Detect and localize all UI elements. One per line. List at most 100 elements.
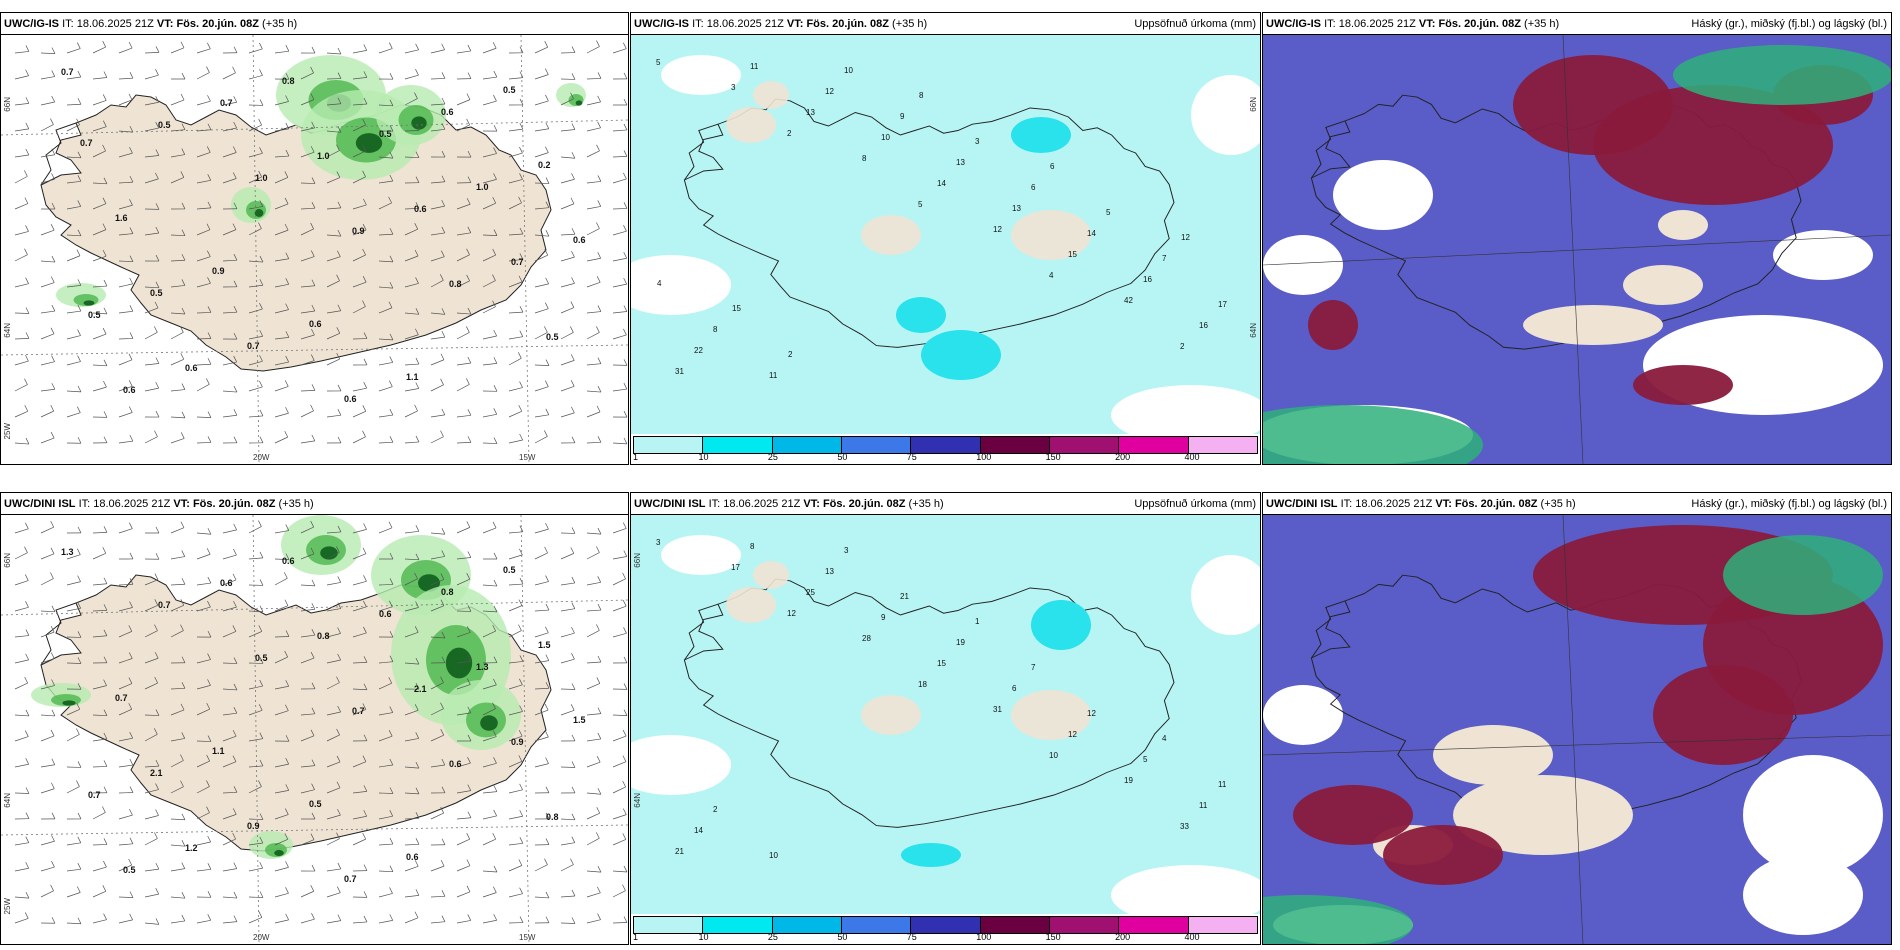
wind-barb-feather [207, 735, 212, 742]
wind-barb [14, 867, 29, 872]
wind-barb-feather [441, 308, 446, 315]
wind-barb-feather [545, 359, 550, 366]
wind-barb-feather [336, 832, 340, 839]
wind-barb-feather [155, 759, 160, 767]
wind-barb-feather [207, 411, 212, 418]
cloud-title: Háský (gr.), miðský (fj.bl.) og lágský (… [1691, 498, 1887, 510]
wind-barb [378, 233, 393, 236]
wind-barb-feather [571, 73, 576, 80]
wind-barb-feather [519, 306, 524, 313]
wind-value-label: 0.7 [247, 341, 260, 351]
wind-barb-feather [571, 653, 575, 660]
wind-barb [352, 387, 367, 392]
precip-heavy-area [1011, 117, 1071, 153]
wind-barb-feather [285, 704, 289, 711]
wind-barb [560, 203, 575, 210]
wind-barb [612, 208, 628, 210]
wind-barb [326, 920, 341, 924]
wind-barb-feather [441, 97, 446, 105]
wind-barb-feather [492, 702, 496, 709]
wind-barb-feather [414, 572, 418, 580]
wind-barb-feather [519, 887, 523, 894]
wind-barb [40, 229, 55, 236]
wind-barb-feather [336, 327, 341, 334]
wind-barb-feather [519, 173, 523, 180]
wind-barb [326, 531, 341, 534]
wind-barb [534, 581, 549, 586]
wind-barb [144, 922, 159, 925]
wind-barb-feather [441, 758, 446, 766]
lat-label-66n: 66N [1249, 97, 1258, 112]
wind-barb [404, 410, 418, 418]
precip-value-label: 1 [975, 617, 980, 626]
wind-barb [430, 384, 444, 392]
wind-barb-feather [180, 432, 185, 439]
wind-barb-feather [389, 552, 394, 560]
wind-barb-feather [311, 707, 316, 714]
wind-barb-feather [388, 677, 393, 684]
wind-barb [248, 842, 263, 846]
wind-barb [300, 310, 315, 314]
wind-barb [404, 766, 419, 769]
wind-barb [430, 181, 445, 184]
wind-barb-feather [493, 329, 497, 337]
wind-value-label: 0.5 [503, 85, 516, 95]
wind-barb-feather [362, 405, 367, 412]
wind-barb-feather [336, 728, 340, 736]
wind-barb-feather [336, 274, 340, 281]
coastline [40, 94, 552, 372]
wind-barb-feather [389, 99, 394, 106]
wind-barb [508, 439, 523, 444]
wind-barb-feather [363, 891, 368, 898]
wind-barb-feather [466, 678, 471, 685]
wind-barb-feather [259, 436, 264, 443]
wind-barb [118, 99, 133, 106]
wind-barb-feather [596, 405, 601, 413]
wind-barb-feather [51, 605, 56, 612]
wind-barb [222, 361, 237, 366]
wind-barb [274, 919, 289, 924]
wind-barb-feather [181, 148, 186, 155]
wind-barb-feather [77, 575, 81, 582]
wind-barb [326, 761, 341, 768]
lon-label-20w: 20W [253, 933, 270, 942]
wind-barb-feather [311, 812, 316, 820]
wind-barb [170, 47, 185, 54]
wind-barb-feather [25, 787, 30, 794]
wind-barb [14, 580, 29, 586]
wind-barb-feather [154, 573, 159, 580]
wind-barb [534, 128, 549, 132]
wind-value-label: 0.5 [255, 653, 268, 663]
wind-barb [222, 688, 237, 691]
wind-barb [274, 530, 289, 534]
wind-barb [274, 892, 289, 898]
wind-map: 1.30.70.50.70.60.80.50.60.82.10.90.71.20… [1, 515, 628, 944]
wind-barb-feather [441, 250, 445, 257]
wind-barb-feather [519, 548, 523, 556]
wind-barb [40, 610, 55, 613]
wind-barb-feather [414, 860, 419, 867]
wind-barb [196, 129, 211, 132]
wind-barb-feather [76, 728, 80, 735]
land-visible [1433, 725, 1553, 785]
wind-barb-feather [311, 913, 315, 920]
wind-barb-feather [129, 305, 134, 312]
wind-barb-feather [50, 431, 55, 439]
wind-barb [430, 78, 446, 80]
wind-barb [326, 177, 341, 184]
wind-barb-feather [181, 550, 186, 557]
wind-barb [534, 364, 550, 366]
wind-value-label: 0.5 [158, 120, 171, 130]
wind-barb [482, 736, 497, 742]
wind-barb-feather [441, 786, 446, 793]
wind-barb-feather [545, 201, 550, 208]
wind-value-label: 0.9 [511, 737, 524, 747]
wind-barb [482, 630, 496, 638]
wind-barb [196, 363, 211, 366]
wind-barb [14, 75, 29, 80]
wind-barb-feather [441, 199, 446, 207]
wind-barb [404, 388, 419, 392]
wind-barb [482, 870, 497, 873]
wind-barb-feather [467, 356, 472, 364]
wind-barb [352, 761, 367, 768]
